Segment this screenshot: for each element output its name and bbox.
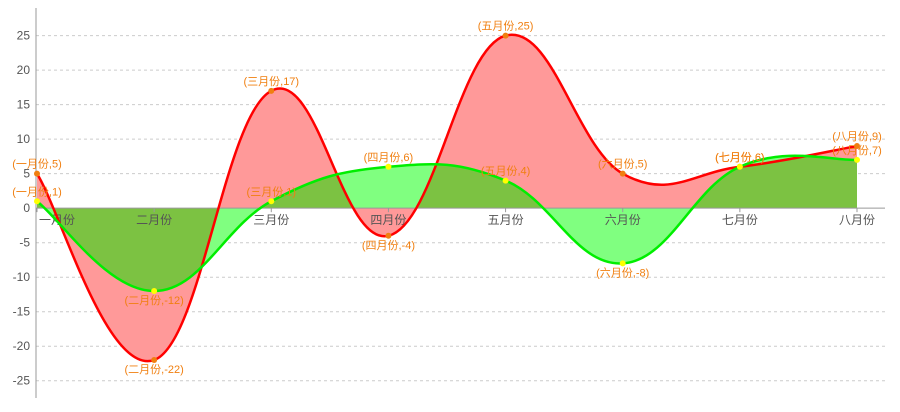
series-1-data-label: (三月份,17) — [243, 75, 299, 88]
x-tick-label: 六月份 — [605, 213, 641, 227]
y-tick-label: -10 — [13, 270, 31, 284]
data-points — [34, 32, 860, 364]
series-2-point — [268, 198, 275, 205]
x-tick-label: 三月份 — [253, 213, 289, 227]
y-tick-label: -25 — [13, 374, 31, 388]
x-tick-label: 四月份 — [370, 213, 406, 227]
series-fills — [37, 34, 857, 362]
y-tick-label: 10 — [17, 132, 31, 146]
series-2-point — [385, 163, 392, 170]
y-tick-label: 25 — [17, 29, 31, 43]
series-1-data-label: (八月份,9) — [832, 130, 882, 143]
overlap-group-pos — [37, 155, 857, 209]
series-1-point — [619, 170, 626, 177]
series-1-data-label: (一月份,5) — [12, 158, 62, 171]
x-tick-label: 七月份 — [722, 213, 758, 227]
series-2-point — [151, 288, 158, 295]
series-lines — [35, 33, 858, 363]
series-1-data-label: (五月份,25) — [478, 20, 534, 33]
series-2-data-label: (一月份,1) — [12, 185, 62, 198]
series-1-point — [268, 87, 275, 94]
series-1-data-label: (二月份,-22) — [125, 363, 184, 376]
series-1-line — [35, 33, 858, 363]
series-2-point — [736, 163, 743, 170]
y-tick-label: 15 — [17, 98, 31, 112]
series-1-data-label: (四月份,-4) — [362, 239, 415, 252]
series-2-data-label: (八月份,7) — [832, 144, 882, 157]
series-2-data-label: (七月份,6) — [715, 151, 765, 164]
series-2-point — [34, 198, 40, 205]
series-2-point — [854, 156, 860, 163]
overlap-group-neg — [37, 208, 857, 292]
axes: 2520151050-5-10-15-20-25一月份 二月份 三月份 四月份 五月份六… — [13, 8, 885, 398]
series-1-point — [151, 357, 158, 364]
series-2-data-label: (二月份,-12) — [125, 294, 184, 307]
series-1-data-label: (七月份,6) — [715, 151, 765, 164]
series-2-point — [502, 177, 509, 184]
y-tick-label: 5 — [23, 167, 30, 181]
y-tick-label: 20 — [17, 63, 31, 77]
series-overlap-area — [37, 155, 857, 209]
y-tick-label: -5 — [19, 236, 30, 250]
series-2-data-label: (三月份,1) — [247, 185, 297, 198]
series-1-data-label: (六月份,5) — [598, 158, 648, 171]
series-2-line — [36, 154, 858, 293]
series-2-data-label: (四月份,6) — [364, 151, 414, 164]
series-overlap-area — [37, 208, 857, 292]
x-tick-label: 二月份 — [136, 213, 172, 227]
series-1-point — [385, 232, 392, 239]
data-labels: (一月份,5) (二月份,-22) (三月份,17) (四月份,-4) (五月份,25)… — [12, 20, 882, 376]
series-1-point — [854, 143, 860, 150]
series-2-point — [619, 260, 626, 267]
y-tick-label: -15 — [13, 305, 31, 319]
x-tick-label: 八月份 — [839, 213, 875, 227]
series-1-point — [34, 170, 40, 177]
series-2-data-label: (六月份,-8) — [596, 266, 649, 279]
series-1-point — [502, 32, 509, 39]
y-tick-label: 0 — [23, 201, 30, 215]
series-2-data-label: (五月份,4) — [481, 165, 531, 178]
x-tick-label: 五月份 — [488, 213, 524, 227]
y-tick-label: -20 — [13, 339, 31, 353]
